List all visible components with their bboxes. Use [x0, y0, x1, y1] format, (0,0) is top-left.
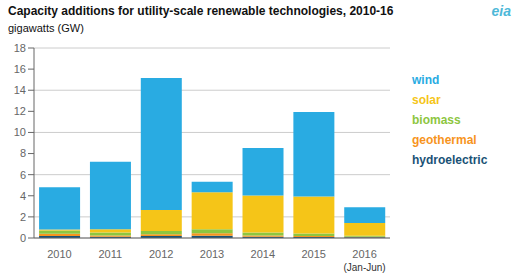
svg-text:2015: 2015 — [301, 248, 325, 260]
html-text:Capacity additions for utility: Capacity additions for utility-scale ren… — [8, 4, 394, 18]
svg-text:18: 18 — [14, 42, 26, 54]
html-text:biomass: biomass — [412, 113, 461, 127]
svg-text:8: 8 — [20, 147, 26, 159]
svg-text:16: 16 — [14, 63, 26, 75]
svg-text:(Jan-Jun): (Jan-Jun) — [343, 262, 385, 273]
svg-text:2011: 2011 — [98, 248, 122, 260]
svg-text:6: 6 — [20, 169, 26, 181]
html-text:eia: eia — [491, 3, 511, 19]
svg-text:2012: 2012 — [149, 248, 173, 260]
svg-text:10: 10 — [14, 126, 26, 138]
html-text:hydroelectric: hydroelectric — [412, 153, 488, 167]
svg-text:2014: 2014 — [251, 248, 275, 260]
svg-text:2010: 2010 — [47, 248, 71, 260]
svg-text:2013: 2013 — [200, 248, 224, 260]
svg-text:0: 0 — [20, 232, 26, 244]
html-text:gigawatts (GW): gigawatts (GW) — [8, 22, 84, 34]
svg-text:2: 2 — [20, 211, 26, 223]
html-text:wind: wind — [412, 73, 440, 87]
html-text:solar: solar — [412, 93, 441, 107]
html-text:geothermal: geothermal — [412, 133, 477, 147]
svg-text:14: 14 — [14, 84, 26, 96]
svg-text:4: 4 — [20, 190, 26, 202]
svg-text:2016: 2016 — [352, 248, 376, 260]
svg-text:12: 12 — [14, 105, 26, 117]
